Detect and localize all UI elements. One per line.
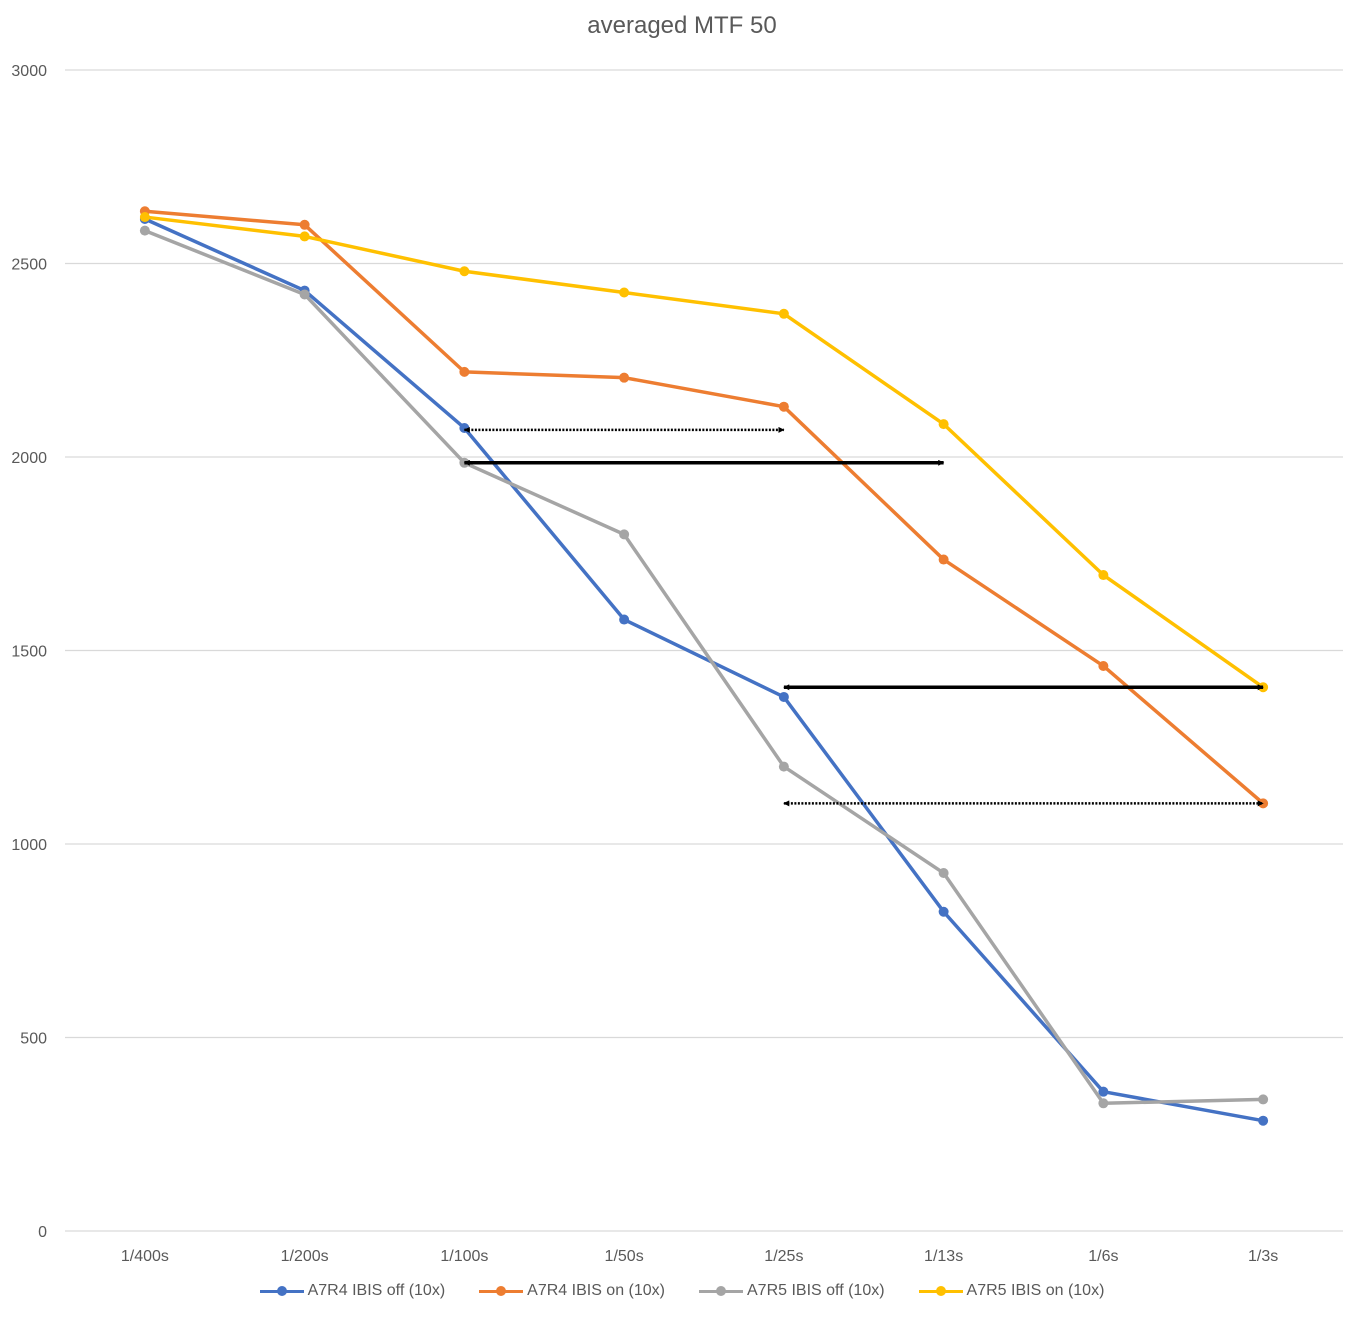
- legend-item: A7R5 IBIS off (10x): [699, 1282, 885, 1300]
- data-point: [1098, 1098, 1109, 1109]
- legend-swatch: [918, 1286, 963, 1296]
- data-point: [139, 225, 150, 236]
- x-tick-label: 1/6s: [1088, 1248, 1118, 1265]
- data-point: [619, 614, 630, 625]
- legend-swatch: [479, 1286, 524, 1296]
- x-tick-label: 1/25s: [764, 1248, 803, 1265]
- data-point: [459, 422, 470, 433]
- data-point: [778, 308, 789, 319]
- x-tick-label: 1/3s: [1248, 1248, 1278, 1265]
- legend-label: A7R4 IBIS off (10x): [307, 1282, 446, 1299]
- data-point: [299, 289, 310, 300]
- data-point: [1098, 660, 1109, 671]
- chart-title: averaged MTF 50: [587, 12, 777, 39]
- legend-item: A7R5 IBIS on (10x): [918, 1282, 1105, 1300]
- y-tick-label: 500: [20, 1031, 47, 1048]
- series-line: [144, 217, 1264, 1123]
- data-point: [619, 287, 630, 298]
- data-point: [1098, 570, 1109, 581]
- y-tick-label: 1500: [11, 644, 47, 661]
- data-point: [459, 266, 470, 277]
- x-tick-label: 1/200s: [281, 1248, 329, 1265]
- legend: A7R4 IBIS off (10x) A7R4 IBIS on (10x) A7R…: [0, 1282, 1364, 1300]
- data-point: [778, 691, 789, 702]
- data-point: [299, 231, 310, 242]
- x-tick-label: 1/50s: [605, 1248, 644, 1265]
- data-point: [778, 401, 789, 412]
- data-point: [938, 554, 949, 565]
- legend-item: A7R4 IBIS on (10x): [479, 1282, 665, 1300]
- y-tick-label: 0: [38, 1224, 47, 1241]
- data-point: [459, 366, 470, 377]
- legend-swatch: [699, 1286, 743, 1296]
- series-line: [144, 209, 1265, 805]
- data-point: [938, 868, 949, 879]
- x-tick-label: 1/13s: [924, 1248, 963, 1265]
- data-point: [778, 761, 789, 772]
- y-tick-label: 1000: [11, 837, 47, 854]
- data-point: [299, 219, 310, 230]
- legend-swatch: [259, 1286, 304, 1296]
- legend-item: A7R4 IBIS off (10x): [259, 1282, 446, 1300]
- data-point: [1098, 1086, 1109, 1097]
- legend-label: A7R5 IBIS on (10x): [966, 1282, 1105, 1299]
- x-tick-label: 1/100s: [440, 1248, 488, 1265]
- legend-label: A7R4 IBIS on (10x): [527, 1282, 665, 1299]
- data-point: [619, 372, 630, 383]
- y-tick-label: 2500: [11, 257, 47, 274]
- data-point: [1258, 1115, 1269, 1126]
- data-point: [1258, 1094, 1269, 1105]
- x-tick-label: 1/400s: [121, 1248, 169, 1265]
- y-tick-label: 2000: [11, 450, 47, 467]
- series-line: [144, 228, 1264, 1106]
- data-point: [938, 419, 949, 430]
- data-point: [139, 212, 150, 223]
- data-point: [938, 906, 949, 917]
- data-point: [619, 529, 630, 540]
- y-tick-label: 3000: [11, 63, 47, 80]
- series-line: [144, 215, 1265, 689]
- legend-label: A7R5 IBIS off (10x): [747, 1282, 885, 1299]
